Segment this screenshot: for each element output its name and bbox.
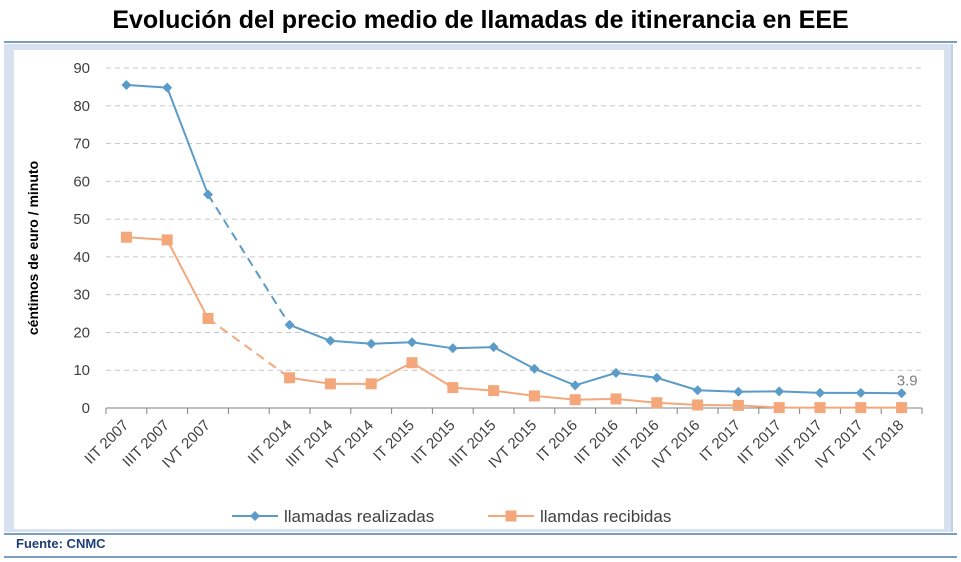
data-point-recibidas bbox=[610, 393, 622, 405]
series-segment bbox=[166, 87, 209, 195]
series-segment bbox=[534, 394, 576, 401]
data-point-recibidas bbox=[773, 402, 785, 414]
y-tick-label: 90 bbox=[73, 60, 90, 77]
y-tick-label: 50 bbox=[73, 211, 90, 228]
data-point-realizadas bbox=[815, 387, 825, 398]
series-segment bbox=[370, 361, 413, 385]
series-segment bbox=[452, 346, 494, 350]
data-point-recibidas bbox=[732, 399, 744, 411]
legend-label: llamadas realizadas bbox=[284, 507, 434, 526]
series-segment bbox=[493, 389, 535, 397]
series-segment bbox=[289, 323, 331, 342]
data-point-realizadas bbox=[121, 80, 132, 90]
source-divider bbox=[4, 533, 957, 535]
x-tick-label: IT 2018 bbox=[860, 417, 908, 465]
data-point-realizadas bbox=[162, 82, 173, 93]
gridlines bbox=[106, 67, 922, 371]
source-note: Fuente: CNMC bbox=[16, 536, 106, 551]
y-tick-label: 40 bbox=[73, 249, 90, 266]
y-tick-label: 80 bbox=[73, 98, 90, 115]
data-point-recibidas bbox=[651, 397, 663, 409]
axes bbox=[105, 407, 923, 414]
y-tick-label: 70 bbox=[73, 136, 90, 153]
series-segment bbox=[534, 367, 576, 387]
series-segment bbox=[126, 236, 168, 241]
y-axis-label: céntimos de euro / minuto bbox=[25, 161, 41, 335]
data-point-realizadas bbox=[284, 319, 295, 330]
data-point-realizadas bbox=[325, 335, 336, 346]
legend: llamadas realizadas llamdas recibidas bbox=[232, 507, 671, 526]
title-divider bbox=[4, 41, 957, 43]
series-segment bbox=[575, 397, 617, 401]
data-point-recibidas bbox=[406, 357, 418, 369]
series-segment bbox=[779, 390, 821, 394]
data-point-recibidas bbox=[284, 372, 296, 384]
data-point-recibidas bbox=[896, 402, 908, 414]
data-point-recibidas bbox=[814, 402, 826, 414]
legend-marker bbox=[505, 510, 517, 522]
data-point-realizadas bbox=[447, 343, 458, 354]
data-point-recibidas bbox=[488, 385, 500, 397]
series-segment bbox=[166, 239, 209, 319]
data-point-recibidas bbox=[692, 399, 704, 411]
bottom-divider bbox=[4, 556, 957, 558]
series-lines bbox=[120, 80, 908, 414]
data-point-recibidas bbox=[202, 312, 214, 324]
data-point-realizadas bbox=[651, 372, 662, 383]
series-segment bbox=[126, 84, 168, 89]
series-segment bbox=[656, 401, 698, 406]
data-point-recibidas bbox=[447, 382, 459, 394]
data-point-realizadas bbox=[774, 386, 785, 397]
y-tick-label: 30 bbox=[73, 287, 90, 304]
series-gap-segment bbox=[207, 317, 291, 379]
data-point-recibidas bbox=[324, 378, 336, 390]
series-segment bbox=[574, 371, 617, 387]
plot-card bbox=[14, 50, 944, 529]
data-point-realizadas bbox=[896, 388, 907, 399]
series-segment bbox=[656, 376, 698, 392]
series-segment bbox=[289, 376, 331, 385]
series-gap-segment bbox=[207, 194, 291, 326]
data-point-recibidas bbox=[120, 231, 132, 243]
data-point-recibidas bbox=[855, 402, 867, 414]
data-point-recibidas bbox=[161, 234, 173, 246]
series-segment bbox=[615, 371, 657, 379]
data-point-realizadas bbox=[733, 386, 744, 397]
series-segment bbox=[697, 389, 739, 393]
y-tick-labels: 0 10 20 30 40 50 60 70 80 90 bbox=[73, 60, 90, 417]
series-segment bbox=[615, 397, 657, 404]
y-tick-label: 0 bbox=[82, 400, 90, 417]
data-point-recibidas bbox=[365, 378, 377, 390]
data-point-recibidas bbox=[528, 390, 540, 402]
legend-marker bbox=[250, 511, 260, 521]
page-title: Evolución del precio medio de llamadas d… bbox=[112, 6, 849, 34]
y-tick-label: 20 bbox=[73, 324, 90, 341]
data-point-realizadas bbox=[407, 337, 417, 348]
annotations: 3.9 bbox=[897, 372, 918, 389]
series-segment bbox=[411, 341, 453, 350]
data-point-realizadas bbox=[366, 338, 377, 349]
data-point-realizadas bbox=[855, 387, 866, 398]
data-point-recibidas bbox=[569, 394, 581, 406]
data-point-realizadas bbox=[488, 342, 499, 353]
series-segment bbox=[493, 346, 535, 370]
series-segment bbox=[738, 404, 780, 409]
series-segment bbox=[330, 339, 372, 345]
series-segment bbox=[411, 361, 454, 389]
data-point-realizadas bbox=[570, 380, 581, 391]
data-point-realizadas bbox=[529, 363, 540, 374]
series-segment bbox=[371, 341, 413, 345]
data-point-realizadas bbox=[692, 385, 703, 396]
y-tick-label: 60 bbox=[73, 173, 90, 190]
series-segment bbox=[452, 386, 494, 392]
data-label: 3.9 bbox=[897, 372, 918, 389]
y-tick-label: 10 bbox=[73, 362, 90, 379]
legend-label: llamdas recibidas bbox=[540, 507, 671, 526]
data-point-realizadas bbox=[203, 189, 213, 200]
data-point-realizadas bbox=[611, 367, 621, 378]
